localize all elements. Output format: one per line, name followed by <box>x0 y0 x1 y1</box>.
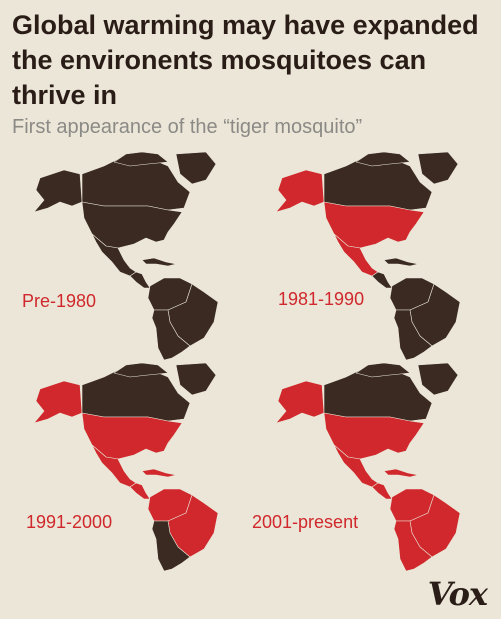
region-central-america <box>371 271 393 289</box>
region-alaska <box>275 380 325 424</box>
region-southern-south-america <box>151 309 191 361</box>
map-panel-2001-present: 2001-present <box>252 363 500 573</box>
americas-map <box>33 363 219 572</box>
region-central-america <box>129 271 151 289</box>
region-arctic-islands <box>355 363 411 378</box>
period-label: 1981-1990 <box>278 289 365 309</box>
region-caribbean <box>383 257 419 267</box>
region-greenland <box>417 363 459 396</box>
chart-subtitle: First appearance of the “tiger mosquito” <box>12 116 363 138</box>
region-alaska <box>275 169 325 213</box>
region-greenland <box>175 363 217 396</box>
region-caribbean <box>141 468 177 478</box>
period-label: Pre-1980 <box>22 291 97 311</box>
americas-map <box>275 363 461 572</box>
region-southern-south-america <box>393 520 433 572</box>
region-southern-south-america <box>393 309 433 361</box>
region-southern-south-america <box>151 520 191 572</box>
region-central-america <box>371 482 393 500</box>
map-panel-1981-1990: 1981-1990 <box>260 152 500 362</box>
region-caribbean <box>383 468 419 478</box>
americas-map <box>33 152 219 361</box>
region-greenland <box>175 152 217 185</box>
region-caribbean <box>141 257 177 267</box>
period-label: 1991-2000 <box>26 512 113 532</box>
region-arctic-islands <box>113 152 169 167</box>
map-panel-pre-1980: Pre-1980 <box>18 152 258 362</box>
period-label: 2001-present <box>252 512 359 532</box>
region-central-america <box>129 482 151 500</box>
vox-logo: Vox <box>427 575 488 613</box>
region-alaska <box>33 169 83 213</box>
region-arctic-islands <box>355 152 411 167</box>
chart-title: Global warming may have expanded the env… <box>12 10 479 110</box>
region-arctic-islands <box>113 363 169 378</box>
americas-map <box>275 152 461 361</box>
region-alaska <box>33 380 83 424</box>
region-greenland <box>417 152 459 185</box>
map-panel-1991-2000: 1991-2000 <box>18 363 258 573</box>
